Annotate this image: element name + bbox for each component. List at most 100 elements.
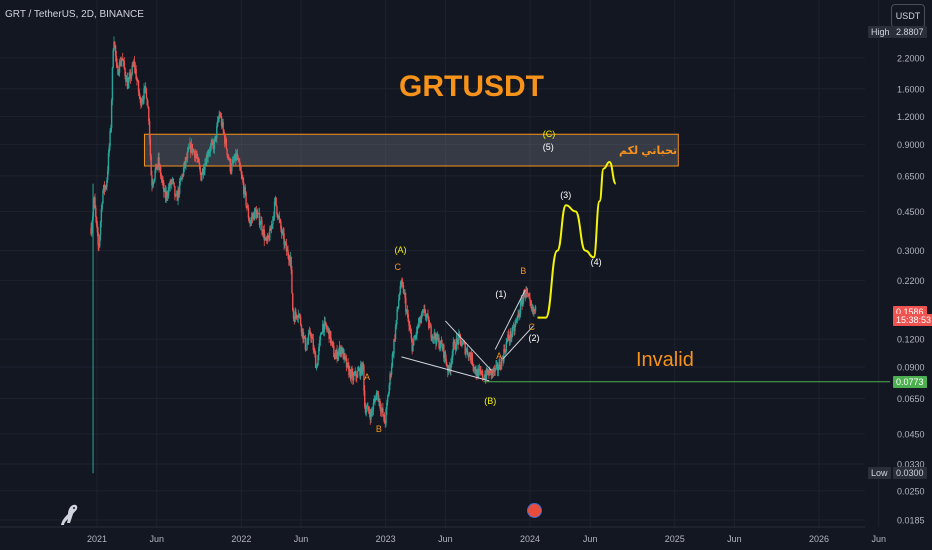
candle-body: [368, 411, 371, 415]
wave-label: (5): [542, 141, 554, 152]
candle-body: [183, 161, 186, 168]
candle-body: [182, 174, 184, 176]
candle-body: [348, 369, 351, 376]
candle-body: [158, 157, 160, 167]
candle-body: [303, 336, 306, 337]
candle-body: [519, 302, 522, 314]
candle-body: [466, 349, 469, 355]
candle-body: [124, 68, 126, 77]
candle-body: [273, 216, 275, 218]
candle-body: [511, 327, 514, 335]
trend-line: [401, 356, 490, 382]
candle-body: [190, 142, 192, 153]
candle-body: [185, 157, 187, 165]
candle-body: [481, 371, 483, 374]
candle-body: [354, 371, 356, 375]
candle-body: [233, 160, 235, 162]
candle-body: [241, 174, 243, 179]
candle-body: [120, 61, 122, 66]
candle-body: [485, 368, 488, 379]
candle-body: [413, 338, 415, 345]
candle-body: [274, 197, 277, 202]
candle-body: [310, 334, 312, 339]
candle-body: [523, 291, 526, 297]
candle-body: [238, 159, 240, 162]
candle-body: [292, 310, 295, 319]
low-label-badge: Low: [868, 467, 891, 480]
candle-body: [230, 171, 232, 173]
candle-body: [148, 107, 150, 121]
candle-body: [439, 340, 442, 347]
y-tick-label: 0.0250: [897, 486, 925, 496]
candle-body: [436, 333, 439, 340]
candle-body: [500, 367, 502, 370]
candle-body: [375, 398, 377, 401]
candle-body: [106, 180, 108, 188]
candle-body: [451, 359, 453, 363]
candle-body: [390, 374, 392, 375]
countdown-badge: 15:38:53: [893, 314, 932, 327]
candle-body: [239, 167, 242, 171]
candle-body: [328, 328, 330, 339]
candle-body: [424, 308, 426, 314]
candle-body: [280, 228, 283, 234]
currency-button[interactable]: USDT: [891, 4, 925, 28]
candle-body: [317, 355, 319, 366]
candle-body: [207, 154, 209, 158]
candle-body: [220, 116, 222, 117]
candle-body: [480, 370, 482, 374]
candle-body: [163, 190, 166, 192]
candle-body: [443, 344, 445, 359]
candle-body: [500, 358, 503, 370]
candle-body: [473, 366, 475, 369]
candle-body: [152, 183, 154, 186]
candle-body: [420, 313, 423, 320]
candle-body: [195, 153, 197, 157]
candle-body: [410, 333, 413, 339]
candle-body: [385, 409, 387, 424]
candle-body: [137, 80, 139, 82]
candle-body: [190, 143, 193, 153]
candle-body: [242, 178, 244, 183]
candle-body: [298, 314, 300, 316]
candle-body: [99, 235, 101, 247]
candle-body: [189, 142, 191, 148]
candle-body: [104, 185, 107, 190]
candle-body: [108, 146, 110, 153]
candle-body: [332, 342, 334, 346]
high-label-badge: High: [868, 25, 893, 38]
candle-body: [167, 187, 170, 196]
event-flag-icon[interactable]: [527, 503, 542, 518]
candle-body: [323, 321, 326, 332]
candle-body: [330, 331, 332, 344]
candle-body: [469, 355, 472, 361]
candle-body: [364, 407, 367, 413]
candle-body: [125, 77, 128, 82]
zone-label: تحباتي لكم: [619, 145, 678, 157]
wave-label: (B): [484, 395, 497, 406]
candle-body: [493, 368, 496, 372]
candle-body: [134, 67, 137, 69]
candle-body: [401, 283, 404, 285]
x-tick-label: Jun: [727, 534, 742, 544]
candle-body: [320, 334, 322, 336]
candle-body: [428, 325, 431, 329]
candle-body: [509, 331, 511, 341]
candle-body: [278, 215, 280, 220]
candle-body: [282, 231, 284, 234]
candle-body: [398, 300, 400, 307]
candle-body: [168, 187, 171, 189]
candle-body: [126, 77, 129, 89]
candle-body: [90, 227, 92, 234]
candle-body: [420, 319, 422, 323]
candle-body: [412, 344, 414, 352]
candle-body: [133, 61, 135, 66]
candle-body: [432, 336, 434, 339]
candle-body: [255, 210, 258, 218]
candle-body: [213, 140, 216, 150]
candle-body: [215, 135, 217, 139]
candle-body: [220, 116, 223, 126]
candle-body: [458, 333, 460, 344]
candle-body: [473, 367, 476, 369]
